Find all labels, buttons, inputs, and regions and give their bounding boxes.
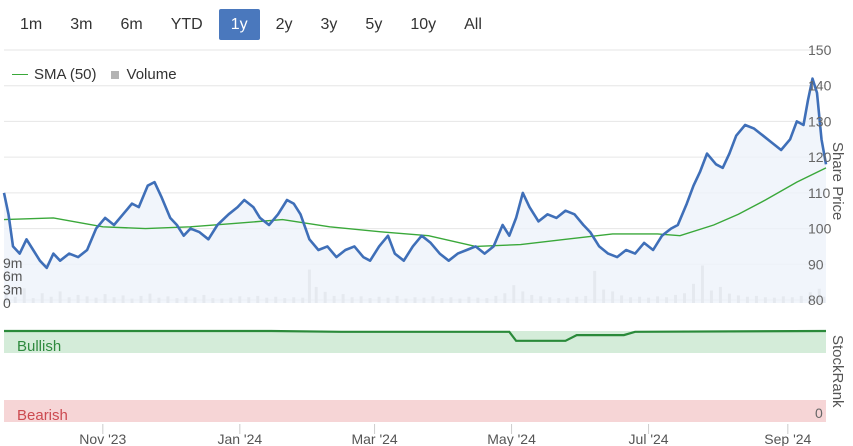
price-tick-140: 140 xyxy=(808,78,832,94)
stockrank-tick-0: 0 xyxy=(815,405,823,421)
price-tick-100: 100 xyxy=(808,221,832,237)
bullish-label: Bullish xyxy=(17,338,61,355)
price-axis: 80 90 100 110 120 130 140 150 xyxy=(808,42,832,308)
range-button-ytd[interactable]: YTD xyxy=(170,16,203,33)
date-label-0: Nov '23 xyxy=(79,431,126,446)
bearish-label: Bearish xyxy=(17,407,68,424)
date-label-2: Mar '24 xyxy=(351,431,397,446)
range-selector: 1m 3m 6m YTD 1y 2y 3y 5y 10y All xyxy=(8,9,498,40)
price-line xyxy=(2,77,828,270)
range-button-6m[interactable]: 6m xyxy=(120,16,143,33)
date-label-1: Jan '24 xyxy=(217,431,262,446)
legend: SMA (50) Volume xyxy=(12,66,177,83)
price-tick-90: 90 xyxy=(808,256,824,272)
price-axis-title: Share Price xyxy=(829,142,846,220)
date-axis: Nov '23 Jan '24 Mar '24 May '24 Jul '24 Sep '… xyxy=(79,424,812,446)
date-label-3: May '24 xyxy=(487,431,536,446)
date-label-4: Jul '24 xyxy=(629,431,669,446)
range-button-5y[interactable]: 5y xyxy=(365,16,383,33)
price-area-fill xyxy=(4,78,826,303)
bullish-band xyxy=(4,331,826,353)
range-button-3m[interactable]: 3m xyxy=(70,16,93,33)
range-button-2y[interactable]: 2y xyxy=(275,16,293,33)
stockrank-line xyxy=(4,329,827,342)
volume-tick-0: 0 xyxy=(3,295,11,311)
volume-legend-label[interactable]: Volume xyxy=(126,66,177,83)
range-button-10y[interactable]: 10y xyxy=(410,16,437,33)
date-label-5: Sep '24 xyxy=(764,431,811,446)
range-button-all[interactable]: All xyxy=(464,16,482,33)
range-button-1m[interactable]: 1m xyxy=(20,16,43,33)
sma-legend-swatch xyxy=(12,74,28,75)
range-button-1y[interactable]: 1y xyxy=(218,9,260,40)
price-tick-130: 130 xyxy=(808,113,832,129)
stockrank-axis-title: StockRank xyxy=(829,335,846,408)
price-tick-80: 80 xyxy=(808,292,824,308)
price-tick-120: 120 xyxy=(808,149,832,165)
volume-legend-swatch xyxy=(110,70,119,79)
price-tick-150: 150 xyxy=(808,42,832,58)
volume-tick-6m: 6m xyxy=(3,268,22,284)
bearish-band xyxy=(4,400,826,422)
volume-tick-9m: 9m xyxy=(3,255,22,271)
sma-legend-label[interactable]: SMA (50) xyxy=(34,66,97,83)
volume-tick-3m: 3m xyxy=(3,282,22,298)
price-tick-110: 110 xyxy=(808,185,831,201)
range-button-3y[interactable]: 3y xyxy=(320,16,338,33)
